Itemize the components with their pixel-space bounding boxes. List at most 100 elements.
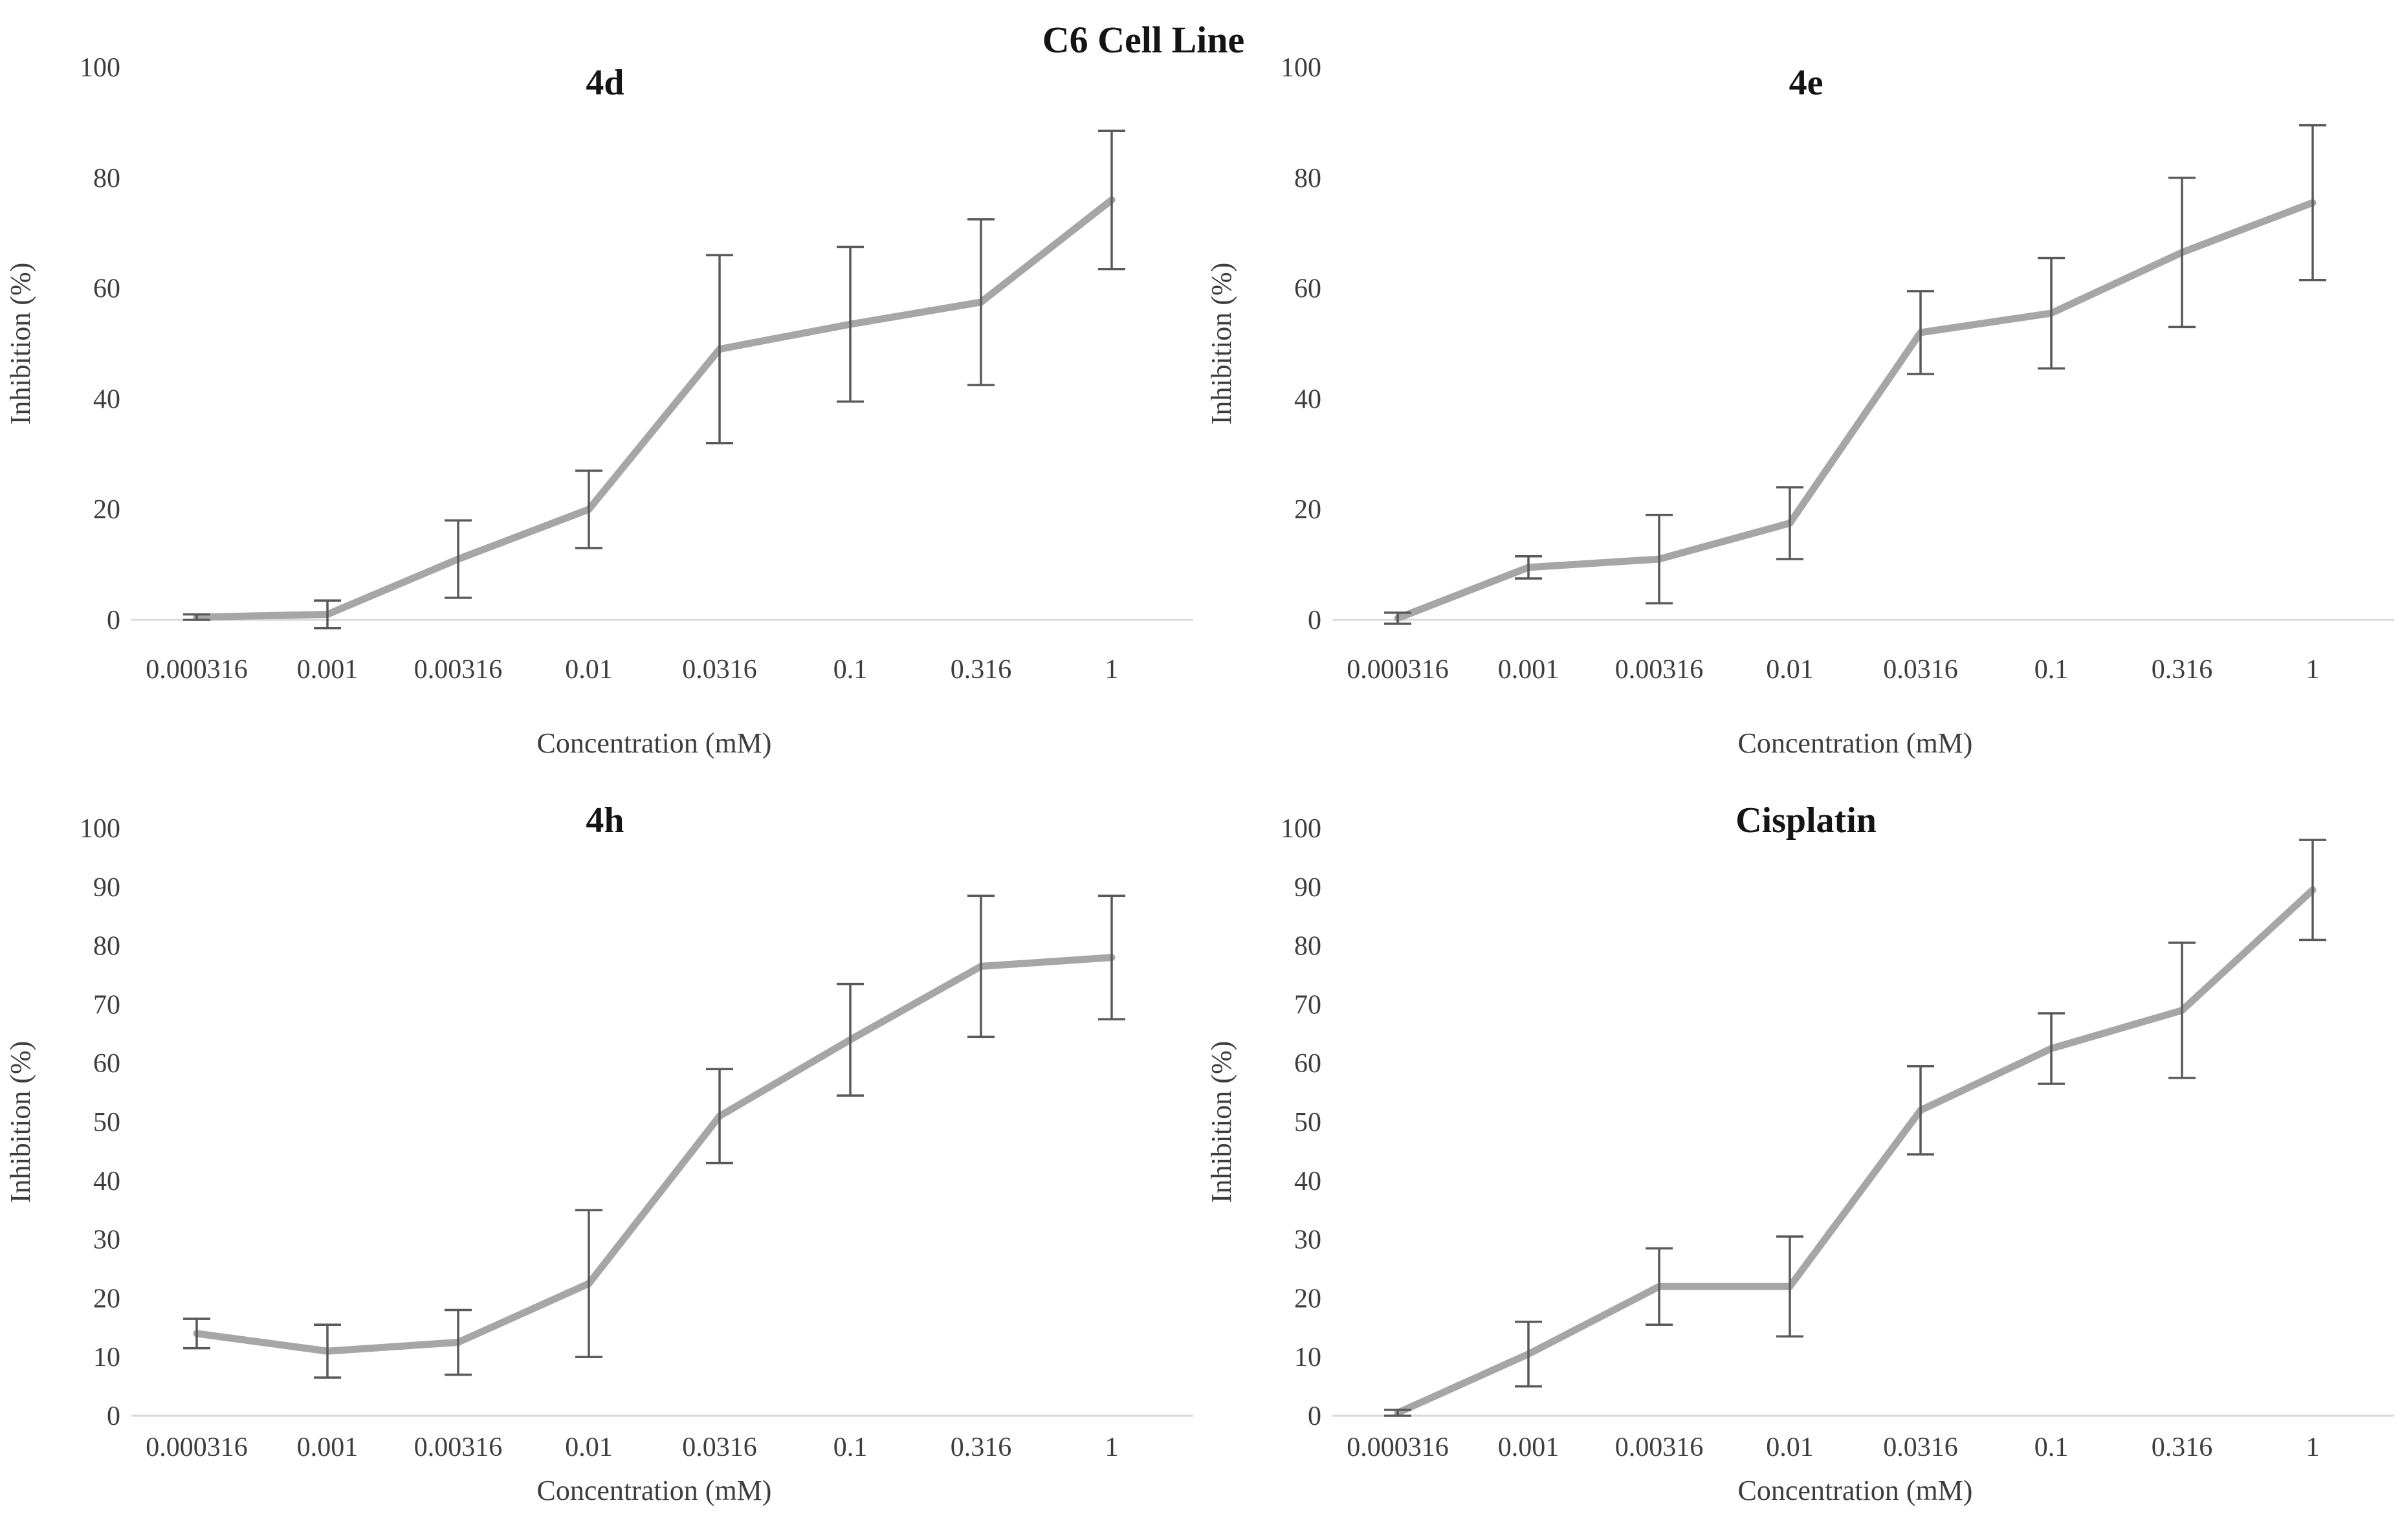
svg-text:1: 1	[1105, 655, 1119, 685]
chart-panel-cisplatin: 0 10 20 30 40 50 60 70 80 90 100 0.000316 0.001 0.003…	[1201, 770, 2402, 1540]
svg-text:0.001: 0.001	[1498, 1433, 1559, 1462]
svg-text:0.0316: 0.0316	[682, 1433, 757, 1462]
series-line	[1394, 886, 2317, 1416]
svg-text:20: 20	[1294, 495, 1321, 525]
svg-text:90: 90	[93, 873, 120, 903]
svg-text:0.1: 0.1	[2034, 1433, 2069, 1462]
svg-text:30: 30	[93, 1226, 120, 1255]
svg-text:0.00316: 0.00316	[1615, 1433, 1704, 1462]
chart-title-4e: 4e	[1789, 63, 1824, 103]
chart-panel-4d: 0 20 40 60 80 100 0.000316 0.001 0.00316 0.01 0.03…	[0, 0, 1201, 770]
svg-text:0.316: 0.316	[951, 655, 1012, 685]
svg-text:60: 60	[93, 1049, 120, 1079]
svg-text:0.316: 0.316	[2152, 1433, 2213, 1462]
svg-text:80: 80	[93, 932, 120, 962]
svg-text:40: 40	[93, 1167, 120, 1196]
svg-text:80: 80	[93, 164, 120, 193]
svg-text:60: 60	[93, 274, 120, 304]
y-axis-ticks: 0 10 20 30 40 50 60 70 80 90 100	[1281, 814, 1321, 1431]
svg-text:0.1: 0.1	[2034, 655, 2069, 685]
svg-text:0.00316: 0.00316	[414, 1433, 503, 1462]
svg-text:0.000316: 0.000316	[1347, 655, 1449, 685]
y-axis-title: Inhibition (%)	[5, 1041, 36, 1204]
svg-text:0.01: 0.01	[1766, 655, 1814, 685]
figure-title: C6 Cell Line	[1042, 19, 1245, 61]
svg-text:0.1: 0.1	[833, 1433, 868, 1462]
svg-text:10: 10	[1294, 1343, 1321, 1372]
chart-canvas-4d: 0 20 40 60 80 100 0.000316 0.001 0.00316 0.01 0.03…	[5, 53, 1193, 759]
svg-text:100: 100	[1281, 53, 1321, 83]
svg-text:80: 80	[1294, 164, 1321, 193]
x-axis-ticks: 0.000316 0.001 0.00316 0.01 0.0316 0.1 0.316 1	[146, 655, 1118, 685]
svg-text:0.000316: 0.000316	[146, 655, 248, 685]
x-axis-ticks: 0.000316 0.001 0.00316 0.01 0.0316 0.1 0.316 1	[1347, 655, 2319, 685]
svg-text:0: 0	[107, 606, 120, 635]
svg-text:30: 30	[1294, 1226, 1321, 1255]
svg-text:0.001: 0.001	[297, 1433, 358, 1462]
x-axis-title: Concentration (mM)	[537, 1475, 772, 1506]
svg-text:0.000316: 0.000316	[1347, 1433, 1449, 1462]
svg-text:0.01: 0.01	[1766, 1433, 1814, 1462]
chart-title-cisplatin: Cisplatin	[1735, 800, 1877, 841]
y-axis-ticks: 0 20 40 60 80 100	[80, 53, 120, 635]
series-line	[1394, 199, 2317, 622]
svg-text:100: 100	[80, 53, 120, 83]
svg-text:0.316: 0.316	[951, 1433, 1012, 1462]
x-axis-title: Concentration (mM)	[1738, 1475, 1973, 1506]
svg-text:0.01: 0.01	[565, 655, 613, 685]
chart-title-4h: 4h	[586, 800, 624, 841]
svg-text:20: 20	[1294, 1284, 1321, 1314]
svg-text:0.00316: 0.00316	[1615, 655, 1704, 685]
series-line	[193, 196, 1116, 621]
svg-text:0: 0	[107, 1402, 120, 1431]
svg-text:40: 40	[1294, 384, 1321, 414]
chart-title-4d: 4d	[586, 63, 624, 103]
svg-text:100: 100	[80, 814, 120, 844]
y-axis-title: Inhibition (%)	[5, 263, 36, 425]
x-axis-ticks: 0.000316 0.001 0.00316 0.01 0.0316 0.1 0.316 1	[146, 1433, 1118, 1462]
svg-text:0.00316: 0.00316	[414, 655, 503, 685]
y-axis-ticks: 0 20 40 60 80 100	[1281, 53, 1321, 635]
svg-text:0.0316: 0.0316	[682, 655, 757, 685]
svg-text:0.0316: 0.0316	[1883, 655, 1958, 685]
error-bars	[1384, 124, 2326, 625]
svg-text:0: 0	[1308, 606, 1321, 635]
svg-text:50: 50	[93, 1108, 120, 1138]
y-axis-title: Inhibition (%)	[1206, 263, 1237, 425]
svg-text:1: 1	[1105, 1433, 1119, 1462]
x-axis-title: Concentration (mM)	[1738, 727, 1973, 759]
svg-text:0.1: 0.1	[833, 655, 868, 685]
chart-panel-4h: 0 10 20 30 40 50 60 70 80 90 100 0.000316 0.001 0.003…	[0, 770, 1201, 1540]
svg-text:20: 20	[93, 495, 120, 525]
svg-text:70: 70	[93, 990, 120, 1020]
svg-text:1: 1	[2306, 655, 2320, 685]
svg-text:40: 40	[1294, 1167, 1321, 1196]
svg-text:0.316: 0.316	[2152, 655, 2213, 685]
svg-text:70: 70	[1294, 990, 1321, 1020]
svg-text:80: 80	[1294, 932, 1321, 962]
y-axis-title: Inhibition (%)	[1206, 1041, 1237, 1204]
chart-canvas-4h: 0 10 20 30 40 50 60 70 80 90 100 0.000316 0.001 0.003…	[5, 800, 1193, 1506]
svg-text:10: 10	[93, 1343, 120, 1372]
svg-text:20: 20	[93, 1284, 120, 1314]
series-line	[193, 954, 1116, 1355]
svg-text:0.001: 0.001	[1498, 655, 1559, 685]
svg-text:0.0316: 0.0316	[1883, 1433, 1958, 1462]
svg-text:0.001: 0.001	[297, 655, 358, 685]
chart-canvas-4e: 0 20 40 60 80 100 0.000316 0.001 0.00316 0.01 0.03…	[1206, 53, 2394, 759]
x-axis-ticks: 0.000316 0.001 0.00316 0.01 0.0316 0.1 0.316 1	[1347, 1433, 2319, 1462]
svg-text:60: 60	[1294, 1049, 1321, 1079]
chart-canvas-cisplatin: 0 10 20 30 40 50 60 70 80 90 100 0.000316 0.001 0.003…	[1206, 800, 2394, 1506]
chart-panel-4e: 0 20 40 60 80 100 0.000316 0.001 0.00316 0.01 0.03…	[1201, 0, 2402, 770]
svg-text:50: 50	[1294, 1108, 1321, 1138]
error-bars	[183, 129, 1125, 630]
svg-text:40: 40	[93, 384, 120, 414]
svg-text:90: 90	[1294, 873, 1321, 903]
error-bars	[183, 894, 1125, 1379]
svg-text:1: 1	[2306, 1433, 2320, 1462]
svg-text:0.01: 0.01	[565, 1433, 613, 1462]
svg-text:0: 0	[1308, 1402, 1321, 1431]
x-axis-title: Concentration (mM)	[537, 727, 772, 759]
